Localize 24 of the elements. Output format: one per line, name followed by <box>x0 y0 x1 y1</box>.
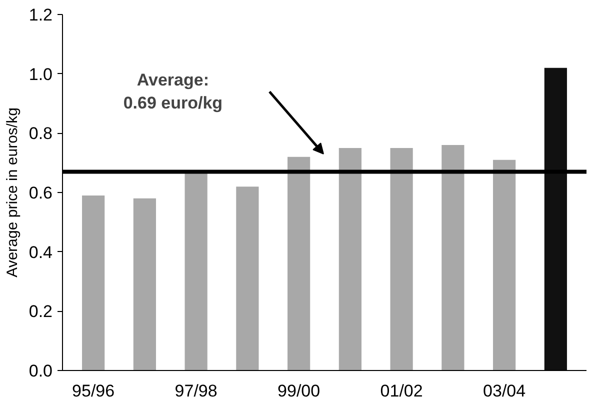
x-tick-label: 99/00 <box>278 382 320 400</box>
x-tick-label: 97/98 <box>174 382 218 400</box>
y-tick-label: 0.6 <box>28 184 53 202</box>
annotation: Average: 0.69 euro/kg <box>123 70 223 112</box>
bar <box>442 145 464 370</box>
x-tick-label: 95/96 <box>72 382 115 400</box>
bar <box>236 186 259 370</box>
bar <box>82 195 105 370</box>
y-tick-label: 1.2 <box>28 6 53 24</box>
bar <box>493 160 516 370</box>
bar <box>288 156 310 370</box>
y-tick-label: 1.0 <box>28 64 53 84</box>
x-tick-label: 01/02 <box>380 382 423 400</box>
bar <box>133 198 156 370</box>
bar <box>544 68 567 370</box>
y-tick-label: 0.0 <box>28 362 53 380</box>
y-tick-label: 0.8 <box>28 124 53 144</box>
bar <box>338 148 362 370</box>
y-axis-title: Average price in euros/kg <box>4 108 21 278</box>
bar <box>184 172 208 370</box>
x-tick-label: 03/04 <box>483 382 526 400</box>
y-tick-label: 0.4 <box>28 242 53 262</box>
bar <box>390 148 413 370</box>
y-tick-label: 0.2 <box>28 302 53 322</box>
